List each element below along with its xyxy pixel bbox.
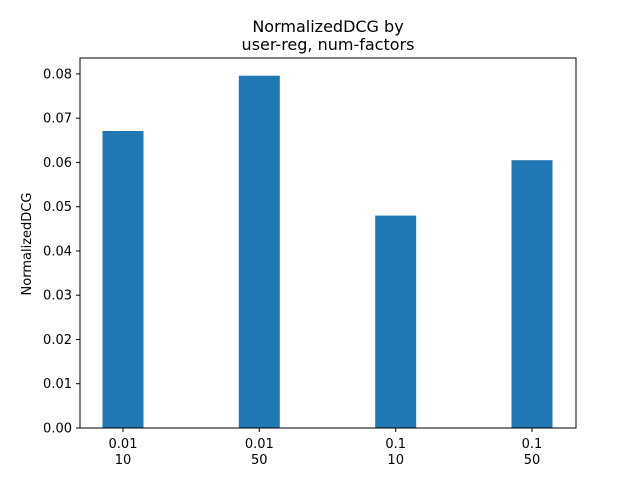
bar-2 [375, 215, 417, 428]
chart-title-line-1: NormalizedDCG by [252, 17, 403, 36]
x-tick-label-1-line-1: 0.01 [245, 437, 274, 452]
bars-group [102, 75, 553, 428]
x-tick-label-3-line-1: 0.1 [522, 437, 543, 452]
y-tick-label-2: 0.02 [43, 333, 72, 348]
y-tick-label-5: 0.05 [43, 200, 72, 215]
bar-1 [238, 75, 280, 428]
x-tick-label-1-line-2: 50 [251, 453, 268, 468]
y-tick-label-3: 0.03 [43, 289, 72, 304]
y-axis-ticks: 0.00 0.01 0.02 0.03 0.04 0.05 0.06 0.07 0.08 [43, 67, 80, 437]
y-tick-label-8: 0.08 [43, 67, 72, 82]
x-tick-label-2-line-1: 0.1 [385, 437, 406, 452]
x-tick-label-0-line-1: 0.01 [109, 437, 138, 452]
y-axis-label: NormalizedDCG [20, 193, 35, 296]
x-tick-label-2-line-2: 10 [387, 453, 404, 468]
y-tick-label-7: 0.07 [43, 112, 72, 127]
y-tick-label-6: 0.06 [43, 156, 72, 171]
x-tick-label-3-line-2: 50 [524, 453, 541, 468]
y-tick-label-4: 0.04 [43, 245, 72, 260]
y-tick-label-0: 0.00 [43, 422, 72, 437]
x-tick-label-0-line-2: 10 [115, 453, 132, 468]
bar-3 [511, 160, 553, 428]
chart-title-line-2: user-reg, num-factors [242, 35, 415, 54]
plot-frame [79, 57, 577, 429]
y-tick-label-1: 0.01 [43, 377, 72, 392]
bar-0 [102, 131, 144, 428]
